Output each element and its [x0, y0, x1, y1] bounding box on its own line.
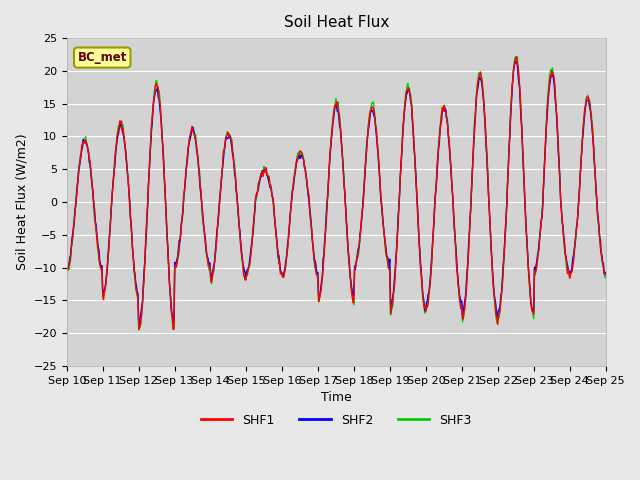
SHF3	[513, 54, 521, 60]
SHF2	[73, 193, 81, 199]
SHF1	[184, 152, 191, 158]
SHF2	[128, 237, 136, 242]
SHF2	[212, 243, 220, 249]
SHF2	[602, 272, 609, 278]
Title: Soil Heat Flux: Soil Heat Flux	[284, 15, 389, 30]
Line: SHF3: SHF3	[67, 57, 605, 330]
SHF1	[212, 247, 220, 253]
SHF3	[73, 190, 81, 195]
SHF3	[184, 154, 191, 159]
SHF2	[418, 281, 426, 287]
SHF3	[63, 270, 70, 276]
Y-axis label: Soil Heat Flux (W/m2): Soil Heat Flux (W/m2)	[15, 134, 28, 270]
SHF1	[170, 326, 177, 332]
Text: BC_met: BC_met	[77, 51, 127, 64]
Line: SHF1: SHF1	[67, 57, 605, 329]
SHF1	[602, 271, 609, 277]
SHF3	[212, 244, 220, 250]
SHF2	[135, 322, 143, 327]
SHF1	[403, 89, 410, 95]
SHF1	[63, 267, 70, 273]
SHF1	[512, 54, 520, 60]
SHF3	[418, 286, 426, 292]
SHF3	[602, 275, 609, 281]
SHF2	[184, 157, 191, 163]
Legend: SHF1, SHF2, SHF3: SHF1, SHF2, SHF3	[196, 409, 477, 432]
SHF3	[403, 88, 410, 94]
SHF3	[128, 235, 136, 240]
SHF1	[418, 281, 426, 287]
SHF3	[135, 327, 143, 333]
SHF2	[403, 93, 410, 98]
SHF1	[128, 236, 136, 242]
X-axis label: Time: Time	[321, 391, 351, 404]
Line: SHF2: SHF2	[67, 61, 605, 324]
SHF1	[73, 194, 81, 200]
SHF2	[63, 265, 70, 271]
SHF2	[512, 59, 520, 64]
